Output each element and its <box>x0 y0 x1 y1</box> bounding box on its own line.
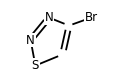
Text: N: N <box>26 34 35 46</box>
Text: N: N <box>45 11 53 24</box>
Text: Br: Br <box>85 11 98 24</box>
Text: S: S <box>32 59 39 72</box>
